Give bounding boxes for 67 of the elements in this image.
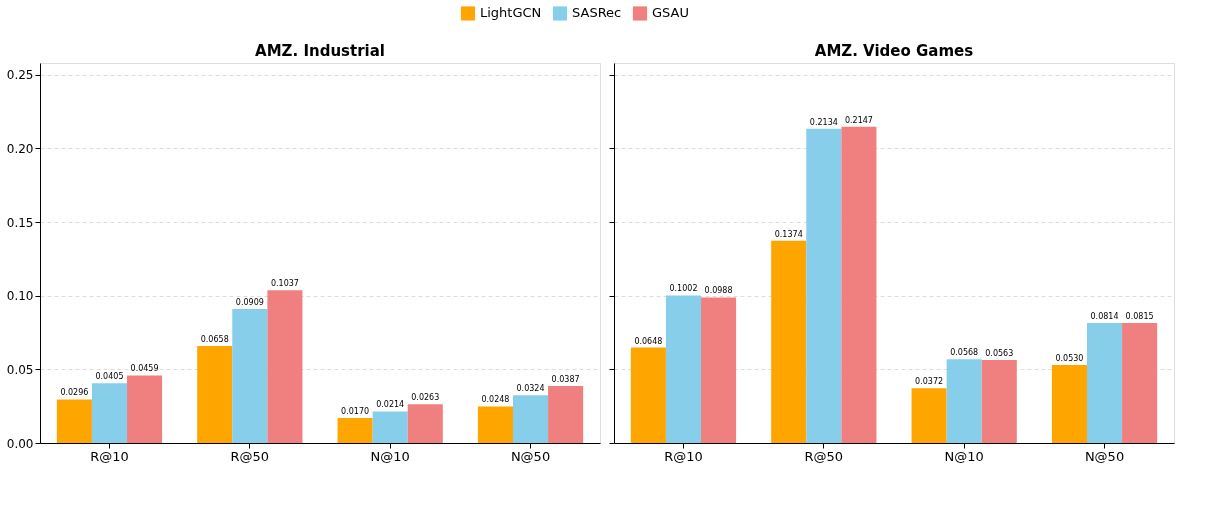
data-label: 0.0214	[376, 400, 405, 410]
y-tick-label: 0.20	[6, 141, 34, 156]
x-tick-label: R@50	[230, 448, 270, 464]
bar	[771, 240, 807, 443]
bar	[512, 395, 549, 443]
x-tick-label: N@10	[370, 448, 410, 464]
bar	[407, 404, 443, 443]
data-label: 0.1037	[270, 279, 299, 289]
x-tick-label: R@10	[664, 448, 703, 464]
chart-title: AMZ. Industrial	[255, 42, 385, 60]
data-label: 0.0296	[60, 388, 89, 398]
legend-label: LightGCN	[480, 5, 542, 21]
bar	[477, 406, 513, 443]
bar	[372, 411, 408, 443]
data-label: 0.0988	[704, 286, 733, 296]
bar	[981, 360, 1017, 443]
data-label: 0.0568	[950, 348, 979, 358]
data-label: 0.0814	[1090, 312, 1119, 322]
x-tick-label: N@10	[944, 448, 984, 464]
bar	[946, 359, 982, 443]
bar	[232, 309, 268, 443]
chart-title: AMZ. Video Games	[814, 42, 974, 60]
bar	[1051, 364, 1087, 443]
data-label: 0.0658	[200, 335, 229, 345]
x-tick-label: N@50	[1084, 448, 1125, 464]
data-label: 0.0648	[634, 336, 663, 346]
bar	[806, 128, 842, 443]
bar	[127, 375, 163, 443]
data-label: 0.0815	[1125, 311, 1154, 321]
x-tick-label: R@50	[804, 448, 844, 464]
data-label: 0.2134	[809, 117, 838, 127]
legend-label: SASRec	[572, 5, 622, 21]
legend-label: GSAU	[652, 5, 689, 21]
bar	[841, 126, 877, 443]
x-tick-label: R@10	[90, 448, 129, 464]
bar	[267, 290, 303, 443]
bar	[665, 295, 702, 443]
data-label: 0.2147	[844, 115, 873, 125]
data-label: 0.1374	[774, 229, 803, 239]
bar	[630, 347, 666, 443]
x-tick-label: N@50	[510, 448, 551, 464]
data-label: 0.0387	[551, 375, 580, 384]
bar	[1122, 322, 1158, 443]
bar	[91, 383, 128, 443]
y-tick-label: 0.05	[6, 362, 34, 377]
bar	[197, 346, 233, 443]
data-label: 0.0263	[411, 393, 440, 403]
data-label: 0.0170	[341, 406, 370, 416]
data-label: 0.0459	[130, 364, 159, 374]
bar	[701, 297, 737, 443]
y-tick-label: 0.15	[6, 215, 34, 230]
bar	[1086, 323, 1123, 443]
bar	[56, 399, 92, 443]
data-label: 0.0909	[235, 298, 264, 308]
data-label: 0.0248	[481, 395, 510, 405]
bar	[548, 386, 584, 443]
y-tick-label: 0.10	[6, 289, 34, 304]
data-label: 0.0324	[516, 384, 545, 394]
data-label: 0.0405	[95, 372, 124, 382]
data-label: 0.0530	[1055, 353, 1084, 363]
data-label: 0.1002	[669, 284, 698, 294]
bar	[337, 417, 373, 443]
y-tick-label: 0.00	[6, 436, 34, 451]
bar	[911, 388, 947, 443]
y-tick-label: 0.25	[6, 68, 34, 83]
data-label: 0.0372	[915, 377, 944, 387]
data-label: 0.0563	[985, 349, 1014, 359]
